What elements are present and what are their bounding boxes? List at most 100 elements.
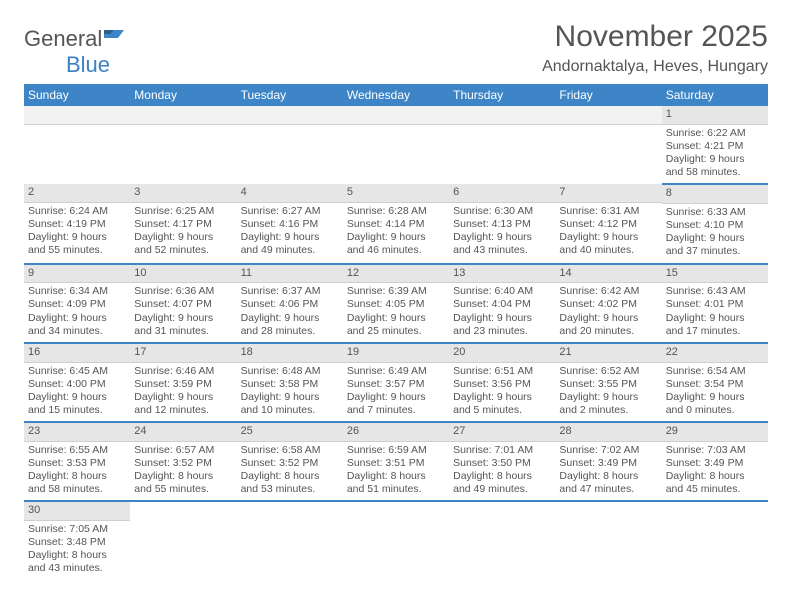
day-number: 24	[130, 423, 236, 442]
day-sr: Sunrise: 6:54 AM	[666, 365, 764, 378]
day-ss: Sunset: 4:17 PM	[134, 218, 232, 231]
day-ss: Sunset: 3:49 PM	[559, 457, 657, 470]
day-ss: Sunset: 3:52 PM	[241, 457, 339, 470]
day-ss: Sunset: 4:14 PM	[347, 218, 445, 231]
day-sr: Sunrise: 6:22 AM	[666, 127, 764, 140]
day-body: Sunrise: 6:46 AMSunset: 3:59 PMDaylight:…	[130, 363, 236, 422]
day-dl: Daylight: 9 hours and 49 minutes.	[241, 231, 339, 257]
header: GeneralBlue November 2025 Andornaktalya,…	[24, 20, 768, 78]
daynum-empty	[555, 106, 661, 125]
daynum-empty	[343, 106, 449, 125]
day-ss: Sunset: 4:13 PM	[453, 218, 551, 231]
day-number: 26	[343, 423, 449, 442]
day-sr: Sunrise: 6:27 AM	[241, 205, 339, 218]
day-sr: Sunrise: 6:59 AM	[347, 444, 445, 457]
day-cell: 23Sunrise: 6:55 AMSunset: 3:53 PMDayligh…	[24, 422, 130, 501]
weekday-header: Tuesday	[237, 84, 343, 106]
day-cell: 22Sunrise: 6:54 AMSunset: 3:54 PMDayligh…	[662, 343, 768, 422]
day-dl: Daylight: 8 hours and 49 minutes.	[453, 470, 551, 496]
day-dl: Daylight: 9 hours and 46 minutes.	[347, 231, 445, 257]
day-body: Sunrise: 6:27 AMSunset: 4:16 PMDaylight:…	[237, 203, 343, 262]
day-body: Sunrise: 6:54 AMSunset: 3:54 PMDaylight:…	[662, 363, 768, 422]
day-cell	[343, 106, 449, 184]
day-number: 15	[662, 265, 768, 284]
day-dl: Daylight: 9 hours and 20 minutes.	[559, 312, 657, 338]
day-sr: Sunrise: 6:43 AM	[666, 285, 764, 298]
daynum-empty	[449, 106, 555, 125]
day-dl: Daylight: 9 hours and 7 minutes.	[347, 391, 445, 417]
day-cell: 18Sunrise: 6:48 AMSunset: 3:58 PMDayligh…	[237, 343, 343, 422]
day-body: Sunrise: 6:34 AMSunset: 4:09 PMDaylight:…	[24, 283, 130, 342]
calendar-table: SundayMondayTuesdayWednesdayThursdayFrid…	[24, 84, 768, 580]
day-sr: Sunrise: 6:48 AM	[241, 365, 339, 378]
calendar-head: SundayMondayTuesdayWednesdayThursdayFrid…	[24, 84, 768, 106]
day-cell: 21Sunrise: 6:52 AMSunset: 3:55 PMDayligh…	[555, 343, 661, 422]
day-cell: 16Sunrise: 6:45 AMSunset: 4:00 PMDayligh…	[24, 343, 130, 422]
day-body: Sunrise: 6:59 AMSunset: 3:51 PMDaylight:…	[343, 442, 449, 501]
day-sr: Sunrise: 6:31 AM	[559, 205, 657, 218]
day-sr: Sunrise: 6:28 AM	[347, 205, 445, 218]
day-cell: 12Sunrise: 6:39 AMSunset: 4:05 PMDayligh…	[343, 264, 449, 343]
day-ss: Sunset: 3:53 PM	[28, 457, 126, 470]
day-cell: 19Sunrise: 6:49 AMSunset: 3:57 PMDayligh…	[343, 343, 449, 422]
day-body: Sunrise: 6:36 AMSunset: 4:07 PMDaylight:…	[130, 283, 236, 342]
day-number: 4	[237, 184, 343, 203]
day-ss: Sunset: 4:01 PM	[666, 298, 764, 311]
day-cell: 8Sunrise: 6:33 AMSunset: 4:10 PMDaylight…	[662, 184, 768, 263]
day-number: 11	[237, 265, 343, 284]
day-number: 27	[449, 423, 555, 442]
day-number: 7	[555, 184, 661, 203]
day-cell: 11Sunrise: 6:37 AMSunset: 4:06 PMDayligh…	[237, 264, 343, 343]
day-number: 28	[555, 423, 661, 442]
day-cell: 10Sunrise: 6:36 AMSunset: 4:07 PMDayligh…	[130, 264, 236, 343]
logo-part2: Blue	[66, 52, 110, 77]
day-sr: Sunrise: 6:42 AM	[559, 285, 657, 298]
day-cell: 26Sunrise: 6:59 AMSunset: 3:51 PMDayligh…	[343, 422, 449, 501]
day-body: Sunrise: 6:40 AMSunset: 4:04 PMDaylight:…	[449, 283, 555, 342]
flag-icon	[104, 26, 128, 52]
day-sr: Sunrise: 6:30 AM	[453, 205, 551, 218]
day-sr: Sunrise: 6:24 AM	[28, 205, 126, 218]
day-ss: Sunset: 3:58 PM	[241, 378, 339, 391]
day-number: 9	[24, 265, 130, 284]
day-ss: Sunset: 4:02 PM	[559, 298, 657, 311]
day-body: Sunrise: 7:05 AMSunset: 3:48 PMDaylight:…	[24, 521, 130, 580]
day-body: Sunrise: 6:42 AMSunset: 4:02 PMDaylight:…	[555, 283, 661, 342]
day-number: 10	[130, 265, 236, 284]
day-ss: Sunset: 3:49 PM	[666, 457, 764, 470]
day-ss: Sunset: 4:05 PM	[347, 298, 445, 311]
day-number: 25	[237, 423, 343, 442]
day-sr: Sunrise: 6:46 AM	[134, 365, 232, 378]
day-ss: Sunset: 3:54 PM	[666, 378, 764, 391]
day-cell: 15Sunrise: 6:43 AMSunset: 4:01 PMDayligh…	[662, 264, 768, 343]
day-dl: Daylight: 9 hours and 37 minutes.	[666, 232, 764, 258]
weekday-header: Monday	[130, 84, 236, 106]
day-sr: Sunrise: 6:52 AM	[559, 365, 657, 378]
day-dl: Daylight: 9 hours and 55 minutes.	[28, 231, 126, 257]
day-body: Sunrise: 6:24 AMSunset: 4:19 PMDaylight:…	[24, 203, 130, 262]
logo: GeneralBlue	[24, 26, 128, 78]
day-cell	[130, 106, 236, 184]
day-body: Sunrise: 6:57 AMSunset: 3:52 PMDaylight:…	[130, 442, 236, 501]
day-ss: Sunset: 3:52 PM	[134, 457, 232, 470]
day-number: 21	[555, 344, 661, 363]
day-ss: Sunset: 4:00 PM	[28, 378, 126, 391]
day-cell: 5Sunrise: 6:28 AMSunset: 4:14 PMDaylight…	[343, 184, 449, 263]
day-body: Sunrise: 7:03 AMSunset: 3:49 PMDaylight:…	[662, 442, 768, 501]
day-body: Sunrise: 6:25 AMSunset: 4:17 PMDaylight:…	[130, 203, 236, 262]
day-body: Sunrise: 6:31 AMSunset: 4:12 PMDaylight:…	[555, 203, 661, 262]
day-dl: Daylight: 9 hours and 43 minutes.	[453, 231, 551, 257]
logo-part1: General	[24, 26, 102, 51]
day-dl: Daylight: 8 hours and 55 minutes.	[134, 470, 232, 496]
day-number: 19	[343, 344, 449, 363]
day-body: Sunrise: 7:02 AMSunset: 3:49 PMDaylight:…	[555, 442, 661, 501]
day-sr: Sunrise: 6:39 AM	[347, 285, 445, 298]
weekday-header: Thursday	[449, 84, 555, 106]
day-ss: Sunset: 4:06 PM	[241, 298, 339, 311]
day-cell	[449, 501, 555, 579]
day-dl: Daylight: 9 hours and 40 minutes.	[559, 231, 657, 257]
day-dl: Daylight: 8 hours and 47 minutes.	[559, 470, 657, 496]
weekday-header: Friday	[555, 84, 661, 106]
day-cell	[130, 501, 236, 579]
day-cell: 14Sunrise: 6:42 AMSunset: 4:02 PMDayligh…	[555, 264, 661, 343]
